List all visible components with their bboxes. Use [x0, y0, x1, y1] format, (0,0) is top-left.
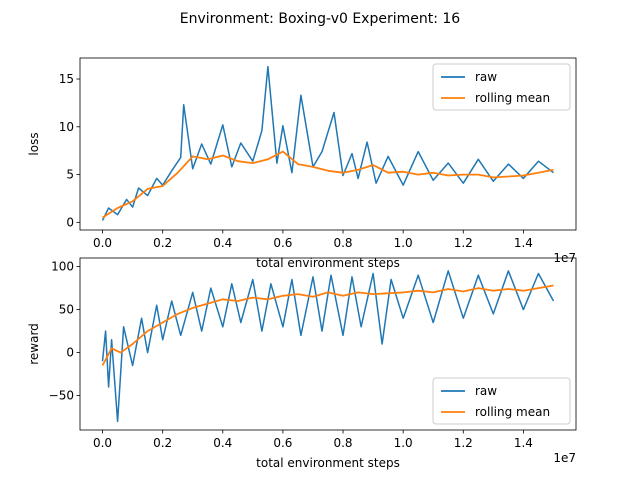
x-tick-label: 0.4	[213, 436, 232, 450]
y-tick-label: 15	[59, 72, 74, 86]
x-axis-label: total environment steps	[256, 456, 400, 470]
series-lines	[101, 270, 555, 423]
x-tick-label: 0.8	[333, 236, 352, 250]
axes-frame	[79, 57, 577, 231]
y-tick-label: 10	[59, 120, 74, 134]
series-rolling-mean-line	[101, 284, 554, 366]
x-tick-label: 0.4	[213, 236, 232, 250]
legend: raw rolling mean	[432, 377, 571, 425]
y-tick-label: 5	[66, 168, 74, 182]
series-raw-line	[101, 270, 555, 423]
figure-suptitle: Environment: Boxing-v0 Experiment: 16	[180, 11, 461, 27]
x-tick-label: 0.0	[93, 236, 112, 250]
y-tick-label: 100	[51, 260, 74, 274]
series-raw-line	[101, 65, 554, 221]
x-tick-label: 0.6	[273, 236, 292, 250]
x-tick-label: 1.0	[394, 436, 413, 450]
x-tick-label: 0.8	[333, 436, 352, 450]
y-axis-label: loss	[27, 132, 41, 155]
x-tick-label: 0.6	[273, 436, 292, 450]
y-axis-label: reward	[27, 323, 41, 365]
x-tick-label: 1.4	[514, 236, 533, 250]
y-tick-label: −50	[49, 389, 74, 403]
legend-box	[432, 63, 571, 111]
y-tick-label: 0	[66, 215, 74, 229]
x-axis-label: total environment steps	[256, 256, 400, 270]
series-rolling-mean-line	[102, 150, 554, 219]
x-scale-offset-label: 1e7	[553, 451, 576, 465]
legend: raw rolling mean	[432, 63, 571, 111]
x-tick-label: 1.0	[394, 236, 413, 250]
x-tick-label: 0.0	[93, 436, 112, 450]
legend-box	[432, 377, 571, 425]
legend-label-raw: raw	[475, 70, 497, 84]
x-tick-label: 1.2	[454, 436, 473, 450]
series-lines	[101, 65, 554, 221]
x-tick-label: 0.2	[153, 236, 172, 250]
legend-label-rolling-mean: rolling mean	[475, 91, 550, 105]
y-tick-label: 0	[66, 346, 74, 360]
legend-label-rolling-mean: rolling mean	[475, 405, 550, 419]
x-tick-label: 1.4	[514, 436, 533, 450]
x-tick-label: 1.2	[454, 236, 473, 250]
legend-label-raw: raw	[475, 384, 497, 398]
x-tick-label: 0.2	[153, 436, 172, 450]
axes-frame	[79, 257, 577, 431]
y-tick-label: 50	[59, 303, 74, 317]
reward-subplot: 0.0 0.2 0.4 0.6 0.8 1.0 1.2 1.4 −50 0 50 100 1e7 tota…	[27, 257, 577, 470]
